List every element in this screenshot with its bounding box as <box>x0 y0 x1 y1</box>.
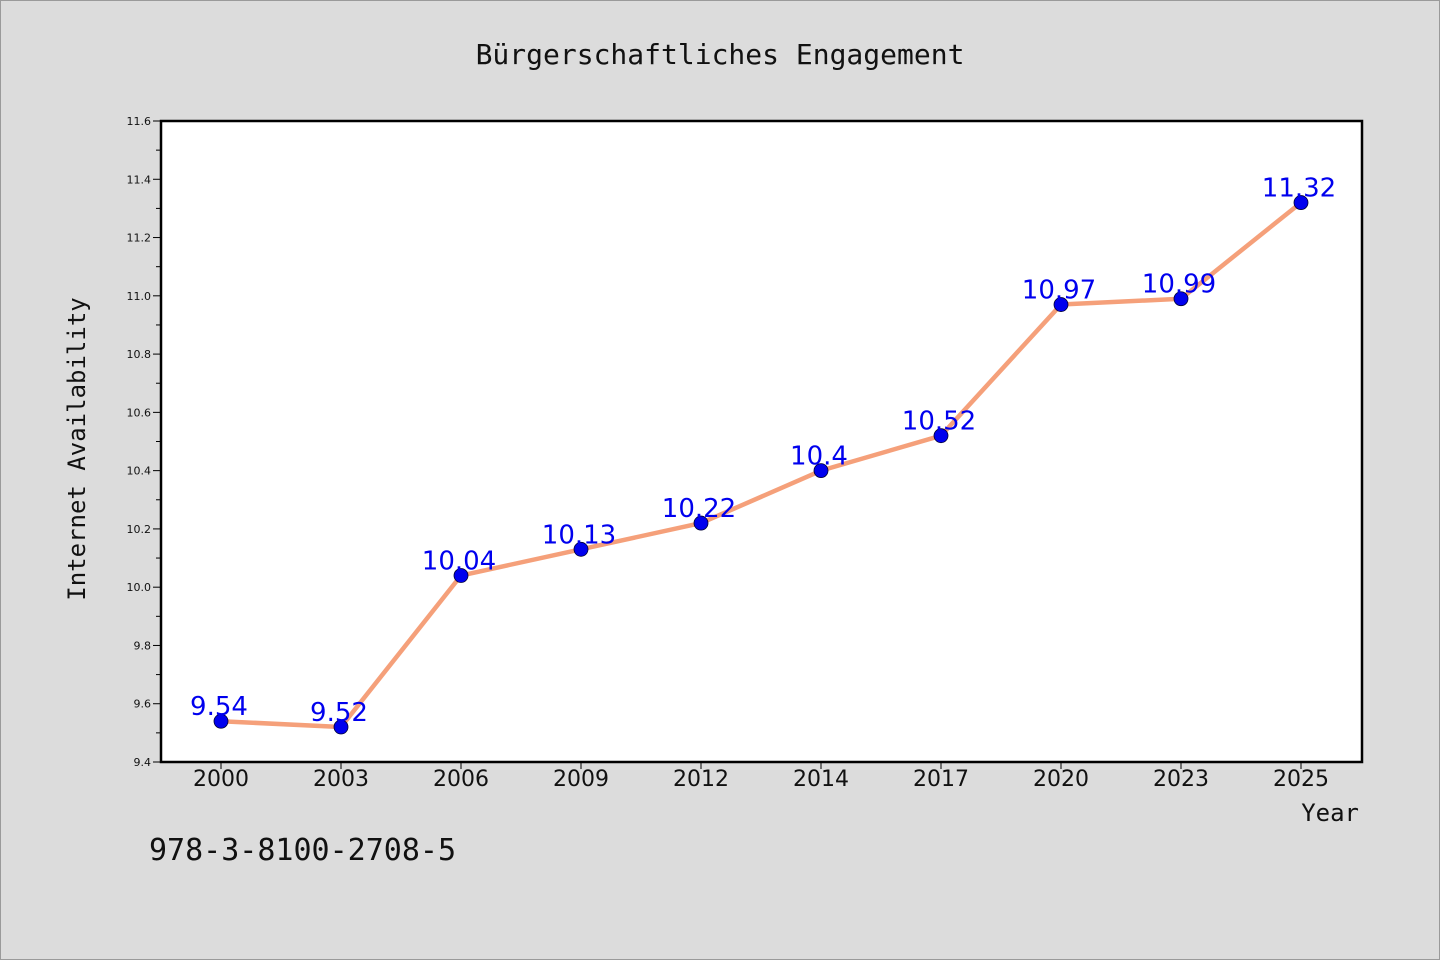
data-label: 9.52 <box>310 698 368 728</box>
y-tick-label: 10.4 <box>127 465 152 478</box>
y-tick-label: 10.8 <box>127 348 152 361</box>
series-layer <box>213 195 1309 735</box>
y-tick-label: 11.4 <box>127 173 152 186</box>
data-label: 10.13 <box>542 520 616 550</box>
x-tick-label: 2014 <box>793 767 849 792</box>
data-point <box>933 428 949 444</box>
data-label: 11.32 <box>1262 174 1336 204</box>
y-axis-label: Internet Availability <box>63 297 91 600</box>
data-point <box>213 713 229 729</box>
chart-title: Bürgerschaftliches Engagement <box>476 38 965 71</box>
series-line <box>218 200 1304 730</box>
y-tick-label: 10.0 <box>127 581 152 594</box>
data-label: 10.52 <box>902 407 976 437</box>
x-tick-label: 2012 <box>673 767 729 792</box>
x-axis-label: Year <box>1301 799 1359 827</box>
y-tick-label: 11.2 <box>127 232 152 245</box>
x-tick-label: 2025 <box>1273 767 1329 792</box>
y-tick-label: 11.0 <box>127 290 152 303</box>
x-tick-label: 2000 <box>193 767 249 792</box>
data-label: 9.54 <box>190 692 248 722</box>
x-tick-label: 2023 <box>1153 767 1209 792</box>
data-label: 10.22 <box>662 494 736 524</box>
x-tick-label: 2006 <box>433 767 489 792</box>
data-point <box>573 541 589 557</box>
x-tick-label: 2009 <box>553 767 609 792</box>
plot-area <box>159 119 1364 764</box>
y-tick-label: 9.8 <box>134 639 152 652</box>
y-tick-label: 10.2 <box>127 523 152 536</box>
data-labels: 9.54 9.52 10.04 10.13 10.22 10.4 10.52 10.97 10.… <box>190 174 1336 728</box>
data-label: 10.99 <box>1142 270 1216 300</box>
y-tick-label: 9.4 <box>134 756 152 769</box>
data-point <box>1173 291 1189 307</box>
data-point <box>333 719 349 735</box>
data-point <box>453 568 469 583</box>
data-point <box>693 515 709 531</box>
data-point <box>1053 297 1069 312</box>
x-tick-label: 2020 <box>1033 767 1089 792</box>
data-label: 10.4 <box>790 442 848 472</box>
x-axis: 2000 2003 2006 2009 2012 2014 2017 2020 2023 2025 <box>193 762 1329 792</box>
x-tick-label: 2003 <box>313 767 369 792</box>
y-axis: 9.4 9.6 9.8 10.0 10.2 10.4 10.6 10.8 11.0 11.2 11.… <box>127 115 161 769</box>
y-tick-label: 11.6 <box>127 115 152 128</box>
data-label: 10.97 <box>1022 276 1096 306</box>
y-tick-label: 10.6 <box>127 406 152 419</box>
x-tick-label: 2017 <box>913 767 969 792</box>
footer-code: 978-3-8100-2708-5 <box>149 833 457 868</box>
data-label: 10.04 <box>422 547 496 577</box>
y-tick-label: 9.6 <box>134 698 152 711</box>
data-point <box>813 463 829 479</box>
data-point <box>1293 195 1309 210</box>
